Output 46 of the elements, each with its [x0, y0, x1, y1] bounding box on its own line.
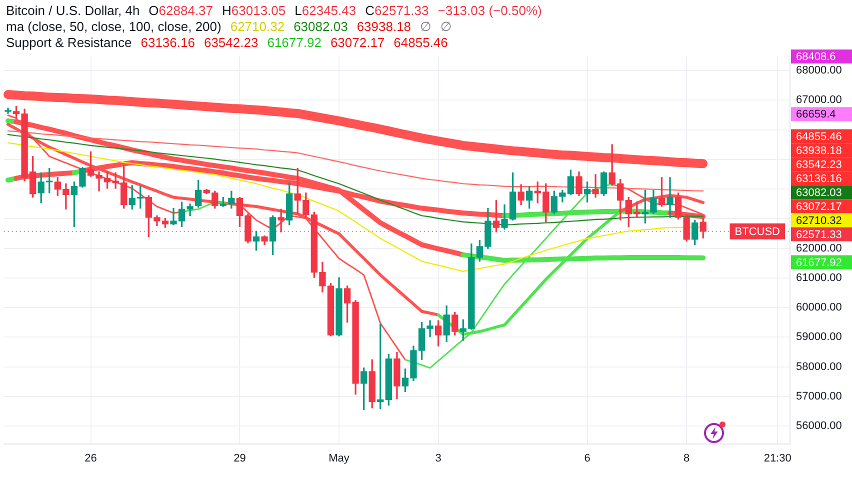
- x-tick-label: 8: [684, 452, 690, 464]
- x-tick-label: 6: [584, 452, 590, 464]
- text: 63938.18: [796, 144, 842, 157]
- text: 63072.17: [796, 200, 842, 213]
- text: 63072.17: [330, 35, 385, 51]
- x-tick-label: 26: [84, 452, 97, 464]
- y-tick-label: 67000.00: [796, 94, 842, 106]
- x-tick-label: 21:30: [764, 452, 792, 464]
- text: 61677.92: [796, 256, 842, 269]
- text: ∅: [440, 19, 452, 35]
- text: L62345.43: [294, 3, 356, 18]
- text: 66659.4: [796, 108, 836, 121]
- x-tick-label: 29: [234, 452, 246, 464]
- text: 63542.23: [796, 158, 842, 171]
- y-tick-label: 68000.00: [796, 64, 842, 77]
- text: 61677.92: [267, 35, 322, 51]
- y-tick-label: 59000.00: [796, 331, 842, 344]
- text: ma (close, 50, close, 100, close, 200): [6, 19, 222, 35]
- ref-line-label: 62571.33: [796, 228, 842, 241]
- text: 63938.18: [356, 19, 412, 35]
- y-tick-label: 56000.00: [796, 420, 842, 432]
- text: O62884.37: [148, 3, 214, 18]
- y-tick-label: 58000.00: [796, 360, 842, 373]
- text: BTCUSD: [734, 226, 780, 238]
- y-tick-label: 60000.00: [796, 302, 842, 314]
- text: ∅: [420, 19, 432, 35]
- y-tick-label: 57000.00: [796, 390, 842, 402]
- text: 63136.16: [796, 172, 842, 185]
- text: 63082.03: [796, 186, 842, 199]
- text: 63542.23: [204, 35, 258, 51]
- text: 62710.32: [796, 214, 842, 227]
- text: 68408.6: [796, 51, 836, 64]
- text: C62571.33: [365, 3, 429, 18]
- y-tick-label: 61000.00: [796, 272, 842, 284]
- text: 63082.03: [294, 19, 348, 35]
- text: 62710.32: [230, 19, 285, 35]
- text: 64855.46: [394, 35, 448, 51]
- text: −313.03 (−0.50%): [438, 3, 542, 19]
- text: H63013.05: [222, 3, 286, 18]
- text: Support & Resistance: [6, 35, 132, 51]
- y-tick-label: 62000.00: [796, 242, 842, 254]
- text: 64855.46: [796, 130, 842, 143]
- x-tick-label: May: [328, 452, 350, 464]
- x-tick-label: 3: [435, 452, 442, 464]
- text: 63136.16: [140, 35, 195, 51]
- chart-title: Bitcoin / U.S. Dollar, 4h: [6, 3, 140, 19]
